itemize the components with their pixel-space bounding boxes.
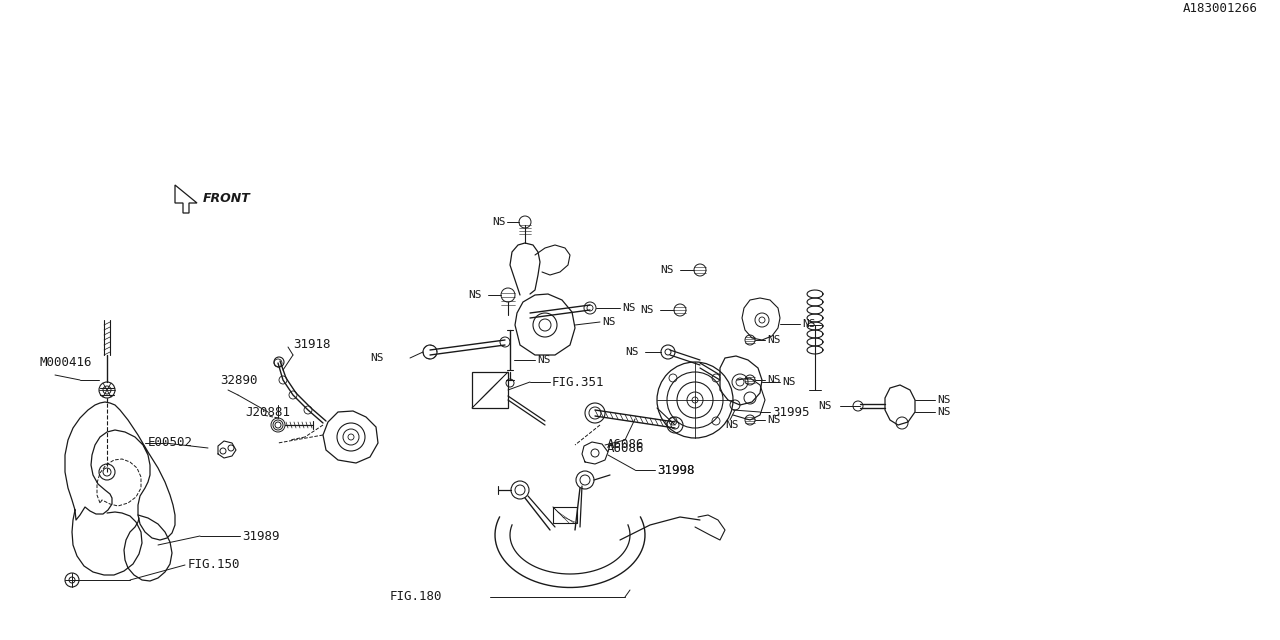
Text: FIG.150: FIG.150: [188, 559, 241, 572]
Text: NS: NS: [492, 217, 506, 227]
Text: 31998: 31998: [657, 463, 695, 477]
Text: NS: NS: [640, 305, 654, 315]
Text: NS: NS: [622, 303, 635, 313]
Text: NS: NS: [724, 420, 739, 430]
Text: NS: NS: [818, 401, 832, 411]
Text: J20881: J20881: [244, 406, 291, 419]
Text: NS: NS: [937, 395, 951, 405]
Text: FIG.351: FIG.351: [552, 376, 604, 388]
Text: NS: NS: [538, 355, 550, 365]
Text: E00502: E00502: [148, 436, 193, 449]
Text: FIG.180: FIG.180: [390, 591, 443, 604]
Text: NS: NS: [767, 335, 781, 345]
Text: NS: NS: [370, 353, 384, 363]
Text: NS: NS: [767, 415, 781, 425]
Text: FRONT: FRONT: [204, 193, 251, 205]
Text: NS: NS: [468, 290, 481, 300]
Text: 31918: 31918: [293, 339, 330, 351]
Text: NS: NS: [602, 317, 616, 327]
Text: M000416: M000416: [40, 356, 92, 369]
Text: NS: NS: [937, 407, 951, 417]
Text: NS: NS: [782, 377, 795, 387]
Text: A183001266: A183001266: [1183, 2, 1258, 15]
Text: NS: NS: [625, 347, 639, 357]
Text: NS: NS: [803, 319, 815, 329]
Text: A6086: A6086: [607, 442, 645, 454]
Text: NS: NS: [767, 375, 781, 385]
Text: 31998: 31998: [657, 463, 695, 477]
Text: A6086: A6086: [607, 438, 645, 451]
Text: 31989: 31989: [242, 529, 279, 543]
Text: 31995: 31995: [772, 406, 809, 419]
Text: NS: NS: [660, 265, 673, 275]
Text: 32890: 32890: [220, 374, 257, 387]
